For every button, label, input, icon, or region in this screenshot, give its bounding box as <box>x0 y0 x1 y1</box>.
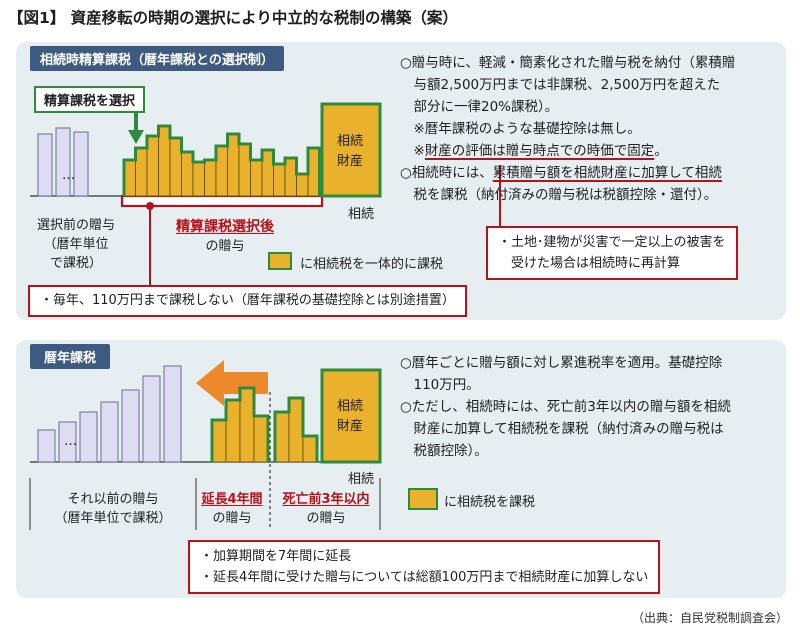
top-bottom-note: ・毎年、110万円まで課税しない（暦年課税の基礎控除とは別途措置） <box>28 285 467 317</box>
bottom-dots: … <box>64 434 77 449</box>
bottom-note-2: ・延長4年間に受けた贈与については総額100万円まで相続財産に加算しない <box>200 570 649 585</box>
bottom-text-line-3: ○ただし、相続時には、死亡前3年以内の贈与額を相続 <box>400 399 731 415</box>
bottom-caption-before-1: それ以前の贈与 <box>67 492 159 507</box>
top-caption-before: 選択前の贈与 （暦年単位 で課税） <box>30 216 122 273</box>
bottom-caption-last: 死亡前3年以内 の贈与 <box>272 490 380 528</box>
bottom-legend-swatch <box>408 488 438 510</box>
top-caption-before-3: で課税） <box>49 256 102 271</box>
top-text-line-2: 与額2,500万円までは非課税、2,500万円を超えた <box>400 77 721 93</box>
bottom-text-block: ○暦年ごとに贈与額に対し累進税率を適用。基礎控除 110万円。 ○ただし、相続時… <box>400 352 731 462</box>
top-text-line-3: 部分に一律20%課税）。 <box>400 99 559 115</box>
bottom-estate-label-1: 相続 <box>337 399 364 414</box>
top-estate-label-2: 財産 <box>337 154 364 169</box>
disaster-note: ・土地･建物が災害で一定以上の被害を 受けた場合は相続時に再計算 <box>486 226 738 280</box>
bottom-last3-bar <box>302 435 318 463</box>
top-estate-bar <box>320 102 382 198</box>
bottom-extension-bar <box>225 399 241 463</box>
top-text-line-4: ※暦年課税のような基礎控除は無し。 <box>400 121 641 137</box>
bottom-panel-tag: 暦年課税 <box>30 344 111 369</box>
bottom-caption-mid: 延長4年間 の贈与 <box>190 490 274 528</box>
top-before-bar <box>55 127 71 197</box>
disaster-note-2: 受けた場合は相続時に再計算 <box>498 256 681 271</box>
bottom-note-1: ・加算期間を7年間に延長 <box>200 549 352 564</box>
extension-arrow <box>196 360 268 406</box>
bottom-before-bar <box>100 401 119 463</box>
bottom-extension-bar <box>211 419 227 463</box>
top-text-line-5: ※財産の評価は贈与時点での時価で固定。 <box>400 140 735 162</box>
top-inherit-label: 相続 <box>348 207 375 222</box>
bottom-notes: ・加算期間を7年間に延長 ・延長4年間に受けた贈与については総額100万円まで相… <box>188 540 661 594</box>
top-caption-before-1: 選択前の贈与 <box>36 218 115 233</box>
bottom-estate-label-2: 財産 <box>337 419 364 434</box>
bottom-estate-bar <box>320 368 382 464</box>
source-credit: （出典：自民党税制調査会） <box>631 611 788 625</box>
top-text-line-6-underlined: 累積贈与額を相続財産に加算して相続 <box>492 165 722 181</box>
top-text-line-5-underlined: 財産の評価は贈与時点での時価で固定 <box>424 143 655 159</box>
bottom-text-line-1: ○暦年ごとに贈与額に対し累進税率を適用。基礎控除 <box>400 355 723 371</box>
bottom-legend-text: に相続税を課税 <box>444 495 536 510</box>
top-before-bar <box>37 133 53 197</box>
bottom-caption-last-red: 死亡前3年以内 <box>282 492 370 507</box>
top-text-line-1: ○贈与時に、軽減・簡素化された贈与税を納付（累積贈 <box>400 55 736 71</box>
bottom-caption-mid-red: 延長4年間 <box>201 492 263 507</box>
figure-title: 【図1】 資産移転の時期の選択により中立的な税制の構築（案） <box>8 9 458 27</box>
bottom-text-line-4: 財産に加算して相続税を課税（納付済みの贈与税は <box>400 421 724 437</box>
bottom-before-bar <box>79 411 98 463</box>
top-panel-tag: 相続時精算課税（暦年課税との選択制） <box>30 46 284 71</box>
top-legend-swatch <box>268 252 292 270</box>
bottom-caption-before-2: （暦年単位で課税） <box>54 511 172 526</box>
disaster-note-1: ・土地･建物が災害で一定以上の被害を <box>498 235 726 250</box>
bottom-caption-last-text: の贈与 <box>306 511 346 526</box>
top-before-bar <box>73 131 89 197</box>
top-dots: … <box>62 168 75 183</box>
bottom-last3-bar <box>274 411 290 463</box>
green-outline <box>273 396 319 462</box>
top-legend-text: に相続税を一体的に課税 <box>300 257 444 272</box>
green-outline <box>210 386 270 462</box>
top-text-line-5a: ※ <box>400 143 425 159</box>
top-caption-before-2: （暦年単位 <box>43 237 109 252</box>
top-caption-after-text: の贈与 <box>205 239 245 254</box>
top-caption-after-red: 精算課税選択後 <box>176 219 274 235</box>
bottom-extension-bar <box>253 415 269 463</box>
top-text-line-6: ○相続時には、累積贈与額を相続財産に加算して相続 <box>400 162 735 184</box>
top-text-block: ○贈与時に、軽減・簡素化された贈与税を納付（累積贈 与額2,500万円までは非課… <box>400 52 735 206</box>
bottom-caption-mid-text: の贈与 <box>212 511 252 526</box>
top-text-line-7: 税を課税（納付済みの贈与税は税額控除・還付）。 <box>400 187 718 203</box>
top-text-line-6a: ○相続時には、 <box>400 165 493 181</box>
bottom-before-bar <box>37 429 56 463</box>
bottom-before-bar <box>142 375 161 463</box>
bottom-text-line-5: 税額控除）。 <box>400 443 488 459</box>
bottom-extension-bar <box>239 387 255 463</box>
bottom-before-bar <box>163 365 182 463</box>
top-caption-after: 精算課税選択後 の贈与 <box>150 218 300 256</box>
top-estate-label-1: 相続 <box>337 134 364 149</box>
bottom-before-bar <box>58 421 77 463</box>
top-text-line-5c: 。 <box>654 143 668 159</box>
green-outline <box>122 124 321 196</box>
bottom-before-bar <box>121 389 140 463</box>
bottom-last3-bar <box>288 397 304 463</box>
bottom-caption-before: それ以前の贈与 （暦年単位で課税） <box>30 490 196 528</box>
bottom-text-line-2: 110万円。 <box>400 377 480 393</box>
select-label: 精算課税を選択 <box>34 86 146 113</box>
bottom-inherit-label: 相続 <box>348 472 375 487</box>
